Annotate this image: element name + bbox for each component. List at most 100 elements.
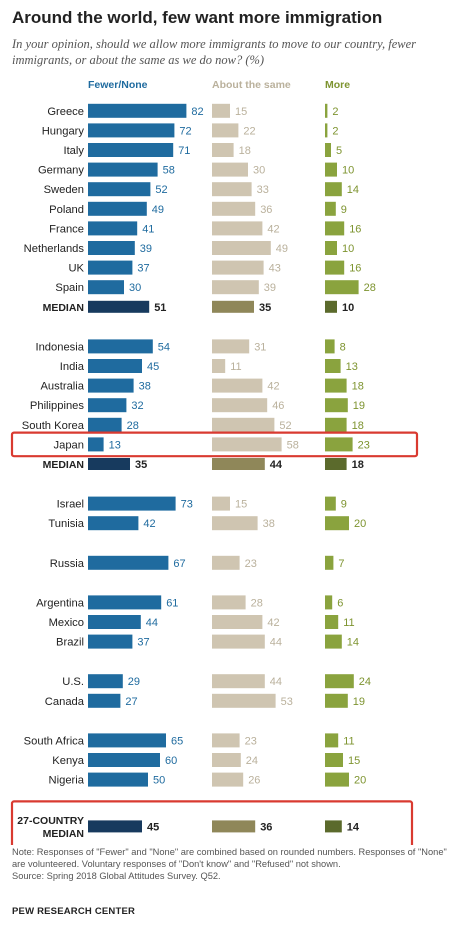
legend-more: More (325, 79, 350, 91)
value-fewer-greece: 82 (191, 106, 203, 118)
bar-more-brazil (325, 634, 342, 649)
value-more-poland: 9 (341, 204, 347, 216)
bar-fewer-kenya (88, 753, 160, 767)
value-fewer-uk: 37 (137, 263, 149, 275)
value-fewer-27-country-median: 45 (147, 821, 159, 833)
value-same-median: 44 (270, 459, 283, 471)
row-label-27-country-median: 27-COUNTRY MEDIAN (17, 815, 84, 840)
value-fewer-germany: 58 (163, 165, 175, 177)
row-label-kenya: Kenya (52, 755, 84, 767)
value-same-netherlands: 49 (276, 243, 288, 255)
value-more-canada: 19 (353, 696, 365, 708)
row-label-u-s-: U.S. (62, 676, 84, 688)
value-fewer-mexico: 44 (146, 617, 158, 629)
bar-fewer-indonesia (88, 339, 153, 354)
row-label-south-korea: South Korea (22, 420, 85, 432)
bar-fewer-u-s- (88, 674, 123, 689)
bar-same-russia (212, 555, 240, 570)
value-more-brazil: 14 (347, 637, 359, 649)
value-same-hungary: 22 (243, 125, 255, 137)
note-text: Note: Responses of "Fewer" and "None" ar… (12, 847, 447, 869)
bar-more-philippines (325, 398, 348, 413)
row-label-italy: Italy (63, 145, 84, 157)
bar-same-hungary (212, 123, 239, 138)
bar-more-uk (325, 260, 345, 275)
bar-fewer-south-africa (88, 733, 166, 748)
bar-fewer-israel (88, 496, 176, 511)
bar-fewer-poland (88, 201, 147, 216)
value-same-philippines: 46 (272, 400, 284, 412)
bar-more-poland (325, 201, 336, 216)
bar-more-south-korea (325, 417, 347, 432)
value-more-median: 18 (352, 459, 364, 471)
bar-more-japan (325, 437, 353, 452)
value-fewer-indonesia: 54 (158, 341, 170, 353)
bar-fewer-uk (88, 260, 133, 275)
row-label-canada: Canada (45, 696, 85, 708)
row-label-greece: Greece (47, 106, 84, 118)
bar-same-south-korea (212, 417, 275, 432)
row-label-mexico: Mexico (49, 617, 84, 629)
chart-title: Around the world, few want more immigrat… (12, 8, 383, 27)
value-more-hungary: 2 (332, 125, 338, 137)
bar-more-argentina (325, 595, 333, 610)
value-same-israel: 15 (235, 499, 247, 511)
value-fewer-russia: 67 (173, 558, 185, 570)
bar-fewer-argentina (88, 595, 162, 610)
row-label-south-africa: South Africa (24, 735, 85, 747)
value-more-kenya: 15 (348, 755, 360, 767)
bar-same-canada (212, 693, 276, 708)
value-same-japan: 58 (287, 439, 299, 451)
brand-logo-text: PEW RESEARCH CENTER (12, 906, 136, 917)
value-more-netherlands: 10 (342, 243, 354, 255)
bar-same-italy (212, 143, 234, 157)
value-same-russia: 23 (245, 558, 257, 570)
chart-subtitle: In your opinion, should we allow more im… (12, 37, 417, 67)
row-label-indonesia: Indonesia (35, 341, 84, 353)
bar-same-greece (212, 103, 230, 118)
bar-more-france (325, 221, 345, 236)
bar-fewer-median (88, 458, 130, 470)
bar-fewer-italy (88, 143, 174, 157)
row-label-japan: Japan (54, 439, 84, 451)
value-fewer-u-s-: 29 (128, 676, 140, 688)
value-fewer-south-africa: 65 (171, 735, 183, 747)
row-label-hungary: Hungary (42, 125, 85, 137)
value-same-u-s-: 44 (270, 676, 282, 688)
row-label-france: France (49, 223, 84, 235)
bar-fewer-philippines (88, 398, 127, 413)
bar-same-indonesia (212, 339, 250, 354)
bar-same-tunisia (212, 516, 258, 531)
bar-more-greece (325, 103, 328, 118)
value-fewer-india: 45 (147, 361, 159, 373)
bar-same-u-s- (212, 674, 265, 689)
bar-fewer-tunisia (88, 516, 139, 531)
bar-same-australia (212, 378, 263, 393)
bar-fewer-japan (88, 437, 104, 452)
value-same-27-country-median: 36 (260, 821, 272, 833)
value-same-uk: 43 (269, 263, 281, 275)
bar-fewer-netherlands (88, 241, 135, 255)
bar-same-japan (212, 437, 282, 452)
value-more-russia: 7 (338, 558, 344, 570)
bar-fewer-india (88, 359, 142, 373)
row-label-nigeria: Nigeria (49, 775, 85, 787)
value-fewer-median: 51 (154, 302, 166, 314)
row-label-sweden: Sweden (44, 184, 84, 196)
value-same-poland: 36 (260, 204, 272, 216)
bar-more-sweden (325, 182, 342, 197)
bar-fewer-hungary (88, 123, 175, 138)
bar-more-u-s- (325, 674, 354, 689)
bar-fewer-sweden (88, 182, 151, 197)
value-more-south-africa: 11 (343, 735, 354, 747)
bar-fewer-germany (88, 162, 158, 177)
bar-more-india (325, 359, 341, 373)
row-label-brazil: Brazil (56, 637, 84, 649)
value-more-spain: 28 (364, 282, 376, 294)
value-same-canada: 53 (281, 696, 293, 708)
value-more-philippines: 19 (353, 400, 365, 412)
value-same-south-korea: 52 (279, 420, 291, 432)
bar-more-russia (325, 555, 334, 570)
bar-fewer-mexico (88, 615, 141, 629)
